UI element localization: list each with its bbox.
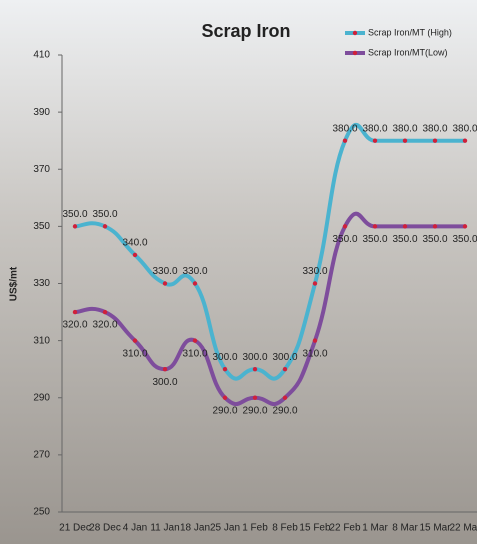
data-point — [132, 252, 138, 258]
data-label: 380.0 — [392, 123, 417, 134]
data-point — [132, 338, 138, 343]
data-point — [162, 366, 168, 372]
data-label: 320.0 — [92, 320, 117, 331]
data-label: 350.0 — [62, 209, 87, 220]
data-point — [372, 224, 378, 229]
data-label: 310.0 — [302, 348, 327, 359]
data-point — [402, 224, 408, 229]
data-label: 350.0 — [332, 234, 357, 245]
data-point — [312, 281, 318, 286]
y-tick-label: 250 — [33, 507, 50, 518]
data-point — [432, 224, 438, 229]
data-point — [102, 224, 108, 229]
x-tick-label: 22 Feb — [329, 523, 361, 534]
data-label: 300.0 — [152, 377, 177, 388]
chart-title: Scrap Iron — [201, 21, 290, 41]
data-point — [402, 138, 408, 143]
x-tick-label: 18 Jan — [180, 523, 210, 534]
data-point — [192, 338, 198, 343]
legend-marker — [352, 30, 358, 36]
data-point — [432, 138, 438, 143]
data-label: 350.0 — [422, 234, 447, 245]
x-tick-label: 15 Feb — [299, 523, 331, 534]
x-tick-label: 1 Mar — [362, 523, 388, 534]
y-tick-label: 310 — [33, 335, 50, 346]
y-tick-label: 370 — [33, 164, 50, 175]
y-tick-label: 270 — [33, 450, 50, 461]
x-tick-label: 25 Jan — [210, 523, 240, 534]
data-label: 320.0 — [62, 320, 87, 331]
y-axis-label: US$/mt — [9, 266, 20, 301]
y-tick-label: 390 — [33, 107, 50, 118]
data-point — [312, 338, 318, 343]
data-label: 340.0 — [122, 238, 147, 249]
legend-label: Scrap Iron/MT (High) — [368, 27, 452, 37]
y-tick-label: 290 — [33, 392, 50, 403]
data-point — [192, 281, 198, 286]
data-point — [252, 395, 258, 400]
data-label: 300.0 — [272, 352, 297, 363]
data-label: 380.0 — [332, 123, 357, 134]
data-point — [162, 281, 168, 286]
series-line — [74, 211, 465, 407]
data-label: 380.0 — [362, 123, 387, 134]
data-label: 290.0 — [242, 405, 267, 416]
x-tick-label: 15 Mar — [419, 523, 451, 534]
data-point — [282, 395, 288, 400]
data-label: 330.0 — [182, 266, 207, 277]
data-label: 290.0 — [272, 405, 297, 416]
x-tick-label: 22 Mar — [449, 523, 477, 534]
x-tick-label: 4 Jan — [123, 523, 147, 534]
legend-marker — [352, 50, 358, 56]
series-line — [74, 122, 465, 381]
x-tick-label: 21 Dec — [59, 523, 91, 534]
data-point — [72, 224, 78, 229]
data-label: 290.0 — [212, 405, 237, 416]
y-tick-label: 330 — [33, 278, 50, 289]
x-tick-label: 28 Dec — [89, 523, 121, 534]
data-label: 380.0 — [422, 123, 447, 134]
data-point — [252, 366, 258, 372]
data-point — [342, 224, 348, 229]
x-tick-label: 11 Jan — [150, 523, 179, 534]
data-point — [372, 138, 378, 143]
data-label: 310.0 — [122, 348, 147, 359]
y-tick-label: 410 — [33, 50, 50, 61]
data-label: 310.0 — [182, 348, 207, 359]
legend-label: Scrap Iron/MT(Low) — [368, 47, 448, 57]
data-label: 350.0 — [392, 234, 417, 245]
data-label: 350.0 — [362, 234, 387, 245]
data-point — [462, 138, 468, 143]
data-label: 350.0 — [92, 209, 117, 220]
data-label: 300.0 — [242, 352, 267, 363]
data-point — [222, 366, 228, 372]
data-point — [102, 309, 108, 315]
data-point — [342, 138, 348, 143]
y-tick-label: 350 — [33, 221, 50, 232]
data-label: 380.0 — [452, 123, 477, 134]
data-label: 330.0 — [302, 266, 327, 277]
data-label: 350.0 — [452, 234, 477, 245]
data-point — [222, 395, 228, 400]
x-tick-label: 8 Mar — [392, 523, 418, 534]
x-tick-label: 1 Feb — [242, 523, 268, 534]
x-tick-label: 8 Feb — [272, 523, 298, 534]
data-point — [462, 224, 468, 229]
data-label: 300.0 — [212, 352, 237, 363]
data-label: 330.0 — [152, 266, 177, 277]
data-point — [72, 309, 78, 315]
data-point — [282, 366, 288, 372]
